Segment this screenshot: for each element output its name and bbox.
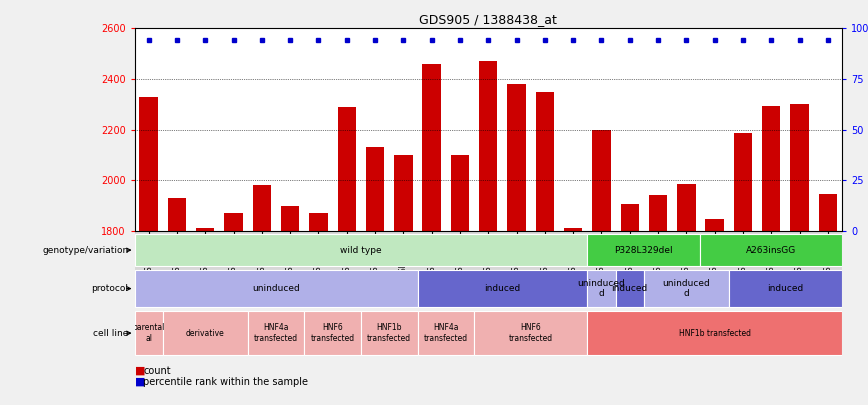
Bar [253,185,271,231]
Text: A263insGG: A263insGG [746,245,796,255]
Bar [418,271,588,307]
Bar [247,311,305,355]
Bar [592,130,610,231]
Bar [615,271,644,307]
Text: genotype/variation: genotype/variation [43,245,128,255]
Bar [508,84,526,231]
Bar [135,271,418,307]
Bar [564,228,582,231]
Text: uninduced: uninduced [252,284,300,293]
Bar [621,204,639,231]
Bar [677,184,695,231]
Bar [729,271,842,307]
Bar [163,311,247,355]
Bar [588,311,842,355]
Bar [309,213,327,231]
Bar [135,311,163,355]
Text: HNF4a
transfected: HNF4a transfected [254,324,298,343]
Text: induced: induced [484,284,521,293]
Text: protocol: protocol [91,284,128,293]
Bar [819,194,837,231]
Bar [361,311,418,355]
Bar [479,61,497,231]
Text: wild type: wild type [340,245,382,255]
Text: HNF1b transfected: HNF1b transfected [679,328,751,338]
Text: uninduced
d: uninduced d [577,279,625,298]
Bar [423,64,441,231]
Bar [366,147,385,231]
Bar [733,133,752,231]
Bar [536,92,554,231]
Bar [338,107,356,231]
Text: induced: induced [612,284,648,293]
Title: GDS905 / 1388438_at: GDS905 / 1388438_at [419,13,557,26]
Bar [305,311,361,355]
Text: ■: ■ [135,366,145,375]
Text: HNF6
transfected: HNF6 transfected [311,324,355,343]
Text: percentile rank within the sample: percentile rank within the sample [143,377,308,387]
Bar [700,234,842,266]
Bar [450,155,469,231]
Text: count: count [143,366,171,375]
Bar [706,220,724,231]
Bar [281,205,299,231]
Text: HNF1b
transfected: HNF1b transfected [367,324,411,343]
Bar [225,213,243,231]
Text: derivative: derivative [186,328,225,338]
Bar [474,311,588,355]
Bar [135,234,588,266]
Bar [649,195,667,231]
Bar [418,311,474,355]
Bar [168,198,186,231]
Text: induced: induced [767,284,804,293]
Bar [394,155,412,231]
Bar [644,271,729,307]
Text: cell line: cell line [93,328,128,338]
Text: parental
al: parental al [133,324,165,343]
Text: uninduced
d: uninduced d [662,279,710,298]
Bar [140,97,158,231]
Bar [196,228,214,231]
Text: HNF4a
transfected: HNF4a transfected [424,324,468,343]
Text: HNF6
transfected: HNF6 transfected [509,324,553,343]
Text: P328L329del: P328L329del [615,245,674,255]
Bar [791,104,809,231]
Bar [588,271,615,307]
Bar [762,106,780,231]
Bar [588,234,700,266]
Text: ■: ■ [135,377,145,387]
